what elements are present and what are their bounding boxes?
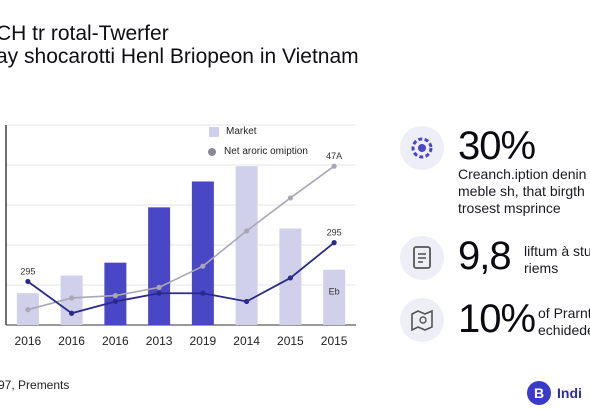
data-label: 295 [20,266,35,276]
line-series-4 [27,241,335,315]
x-tick-label: 2015 [277,334,304,348]
bar-1-3 [148,207,171,325]
document-icon [400,236,444,280]
bar-0-5 [235,166,258,325]
page-title: CH tr rotal-Twerfer [0,22,169,45]
point-3-5 [244,228,250,234]
stat-3-line-1: of Prarnt [538,305,590,321]
stat-1-line-1: Creanch.iption denin [458,166,587,182]
x-tick-label: 2016 [15,334,42,348]
point-4-4 [200,290,206,296]
point-4-2 [112,298,118,305]
legend-net-marker [208,147,216,156]
brand-logo[interactable]: B Indi [527,381,582,405]
point-4-7 [331,240,337,246]
legend-market: Market [209,126,257,137]
data-label: 295 [327,228,342,238]
stat-2-value: 9,8 [458,234,512,278]
x-tick-label: 2014 [233,334,260,348]
gear-people-icon [400,126,444,170]
stat-3-value: 10% [458,297,536,341]
x-tick-label: 2013 [146,334,173,348]
point-3-2 [112,292,118,299]
point-3-0 [25,307,31,313]
point-3-7 [331,163,337,169]
point-4-5 [244,298,250,305]
x-tick-label: 2016 [58,334,85,348]
data-label: Eb [329,286,340,296]
point-4-0 [25,278,31,285]
stat-1-line-2: meble sh, that birgth [458,183,585,199]
point-4-3 [156,290,162,296]
point-3-4 [200,263,206,269]
line-series-3 [27,165,335,311]
bar-2-7 [323,269,346,325]
point-3-6 [287,195,293,201]
legend-net-label: Net aroric omiption [224,146,308,157]
source-note: 97, Prements [0,378,70,392]
point-4-1 [69,310,75,316]
x-tick-label: 2015 [321,334,348,348]
chart: 2016 2016 2016 2013 2019 2014 2015 2015 295 47A 29… [5,124,356,348]
data-label: 47A [326,151,342,161]
point-3-1 [69,295,75,301]
x-tick-label: 2016 [102,334,129,348]
point-4-6 [287,275,293,281]
bar-1-4 [191,181,214,325]
stat-2-line-2: riems [524,260,559,276]
brand-badge: B [527,381,551,405]
stat-2-line-1: liftum à stu [524,243,590,259]
map-icon [400,298,444,342]
point-3-3 [156,284,162,290]
legend-market-swatch [209,126,219,137]
stat-1-value: 30% [458,124,536,168]
brand-name: Indi [557,385,582,401]
stat-3-line-2: echidede [538,322,590,338]
page-subtitle: ay shocarotti Henl Briopeon in Vietnam [0,45,359,68]
x-tick-label: 2019 [190,334,217,348]
legend-market-label: Market [226,126,257,137]
stat-1-line-3: trosest msprince [458,200,561,216]
legend-net: Net aroric omiption [208,146,308,157]
